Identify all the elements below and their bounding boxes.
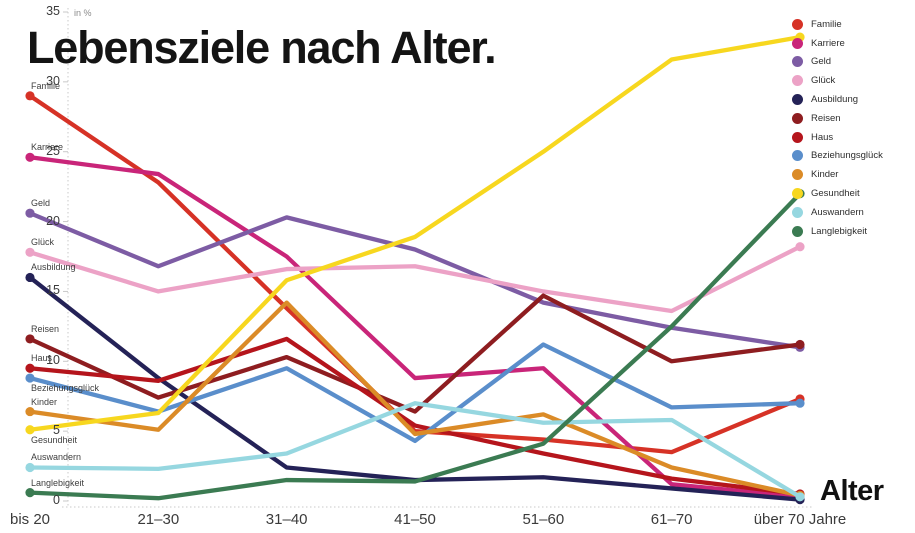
- legend-label-gesundheit: Gesundheit: [811, 188, 860, 200]
- y-tick-label-10: 10: [46, 353, 60, 368]
- y-axis-unit-label: in %: [74, 8, 92, 18]
- series-line-haus: [27, 336, 803, 497]
- series-endpoint-langlebigkeit: [25, 488, 35, 498]
- y-tick-label-35: 35: [46, 4, 60, 18]
- series-endpoint-reisen: [795, 339, 805, 350]
- series-line-reisen: [27, 293, 803, 414]
- series-line-langlebigkeit: [27, 191, 803, 501]
- legend-dot-reisen: [792, 112, 803, 124]
- series-endpoint-haus: [25, 363, 35, 373]
- x-tick-label-7: über 70 Jahre: [753, 511, 847, 528]
- page-title: Lebensziele nach Alter.: [27, 22, 497, 73]
- x-tick-label-6: 61–70: [650, 511, 693, 528]
- series-endpoint-auswandern: [795, 492, 805, 502]
- legend-dot-ausbildung: [792, 94, 803, 106]
- series-endpoint-reisen: [25, 334, 35, 344]
- series-label-auswandern: Auswandern: [31, 452, 82, 463]
- legend-dot-beziehungsglück: [792, 150, 803, 162]
- legend-dot-langlebigkeit: [792, 225, 803, 237]
- legend-label-langlebigkeit: Langlebigkeit: [811, 225, 867, 237]
- series-endpoint-karriere: [25, 152, 35, 162]
- legend-item-haus: Haus: [792, 128, 883, 147]
- series-endpoint-ausbildung: [25, 272, 35, 283]
- series-endpoint-glück: [795, 242, 805, 252]
- legend-dot-auswandern: [792, 206, 803, 218]
- x-tick-label-5: 51–60: [522, 511, 565, 528]
- series-endpoint-beziehungsglück: [25, 373, 35, 383]
- series-label-geld: Geld: [31, 198, 51, 209]
- legend-label-familie: Familie: [811, 18, 842, 30]
- series-label-ausbildung: Ausbildung: [31, 262, 76, 273]
- legend: Familie Karriere Geld Glück Ausbildung Reisen…: [792, 15, 883, 241]
- series-line-karriere: [27, 155, 803, 499]
- legend-dot-familie: [792, 18, 803, 30]
- legend-label-glück: Glück: [811, 75, 836, 87]
- legend-dot-haus: [792, 131, 803, 143]
- series-line-auswandern: [27, 401, 803, 499]
- series-endpoint-auswandern: [25, 462, 35, 473]
- legend-dot-karriere: [792, 37, 803, 49]
- legend-label-karriere: Karriere: [811, 37, 845, 49]
- legend-dot-geld: [792, 56, 803, 68]
- y-tick-label-25: 25: [46, 143, 60, 158]
- legend-label-auswandern: Auswandern: [811, 206, 864, 218]
- legend-label-haus: Haus: [811, 131, 834, 143]
- legend-item-ausbildung: Ausbildung: [792, 90, 883, 109]
- x-tick-label-1: bis 20: [9, 511, 51, 528]
- x-tick-label-2: 21–30: [137, 511, 180, 528]
- series-endpoint-glück: [25, 247, 35, 257]
- series-label-familie: Familie: [31, 80, 61, 91]
- series-label-beziehungsglück: Beziehungsglück: [31, 383, 100, 394]
- series-endpoint-familie: [25, 91, 35, 101]
- legend-item-karriere: Karriere: [792, 34, 883, 53]
- legend-item-glück: Glück: [792, 71, 883, 90]
- series-label-haus: Haus: [31, 353, 53, 364]
- series-endpoint-geld: [25, 208, 35, 218]
- legend-label-reisen: Reisen: [811, 112, 841, 124]
- legend-dot-kinder: [792, 169, 803, 181]
- series-label-gesundheit: Gesundheit: [31, 434, 78, 445]
- legend-dot-gesundheit: [792, 188, 803, 200]
- series-label-reisen: Reisen: [31, 323, 60, 334]
- series-endpoint-gesundheit: [25, 425, 35, 435]
- legend-dot-glück: [792, 75, 803, 87]
- legend-item-beziehungsglück: Beziehungsglück: [792, 147, 883, 166]
- legend-item-geld: Geld: [792, 53, 883, 72]
- legend-item-langlebigkeit: Langlebigkeit: [792, 222, 883, 241]
- y-tick-label-5: 5: [53, 423, 60, 438]
- legend-label-beziehungsglück: Beziehungsglück: [811, 150, 883, 162]
- series-endpoint-beziehungsglück: [795, 398, 805, 408]
- y-tick-label-0: 0: [53, 493, 60, 507]
- y-tick-label-20: 20: [46, 213, 60, 228]
- series-label-kinder: Kinder: [31, 396, 58, 407]
- legend-label-kinder: Kinder: [811, 169, 839, 181]
- x-axis-title: Alter: [820, 475, 884, 507]
- series-line-familie: [27, 93, 803, 455]
- legend-label-ausbildung: Ausbildung: [811, 94, 859, 106]
- x-tick-label-3: 31–40: [265, 511, 308, 528]
- series-line-kinder: [27, 300, 803, 498]
- series-label-glück: Glück: [31, 237, 55, 248]
- series-endpoint-kinder: [25, 406, 35, 417]
- legend-item-auswandern: Auswandern: [792, 203, 883, 222]
- legend-item-reisen: Reisen: [792, 109, 883, 128]
- legend-item-familie: Familie: [792, 15, 883, 34]
- series-line-glück: [27, 244, 803, 314]
- series-label-langlebigkeit: Langlebigkeit: [31, 477, 85, 488]
- y-tick-label-30: 30: [46, 73, 60, 88]
- legend-item-gesundheit: Gesundheit: [792, 184, 883, 203]
- legend-label-geld: Geld: [811, 56, 832, 68]
- series-line-gesundheit: [27, 34, 803, 432]
- y-tick-label-15: 15: [46, 283, 60, 298]
- series-label-karriere: Karriere: [31, 142, 64, 153]
- x-tick-label-4: 41–50: [394, 511, 436, 528]
- legend-item-kinder: Kinder: [792, 165, 883, 184]
- series-line-geld: [27, 211, 803, 350]
